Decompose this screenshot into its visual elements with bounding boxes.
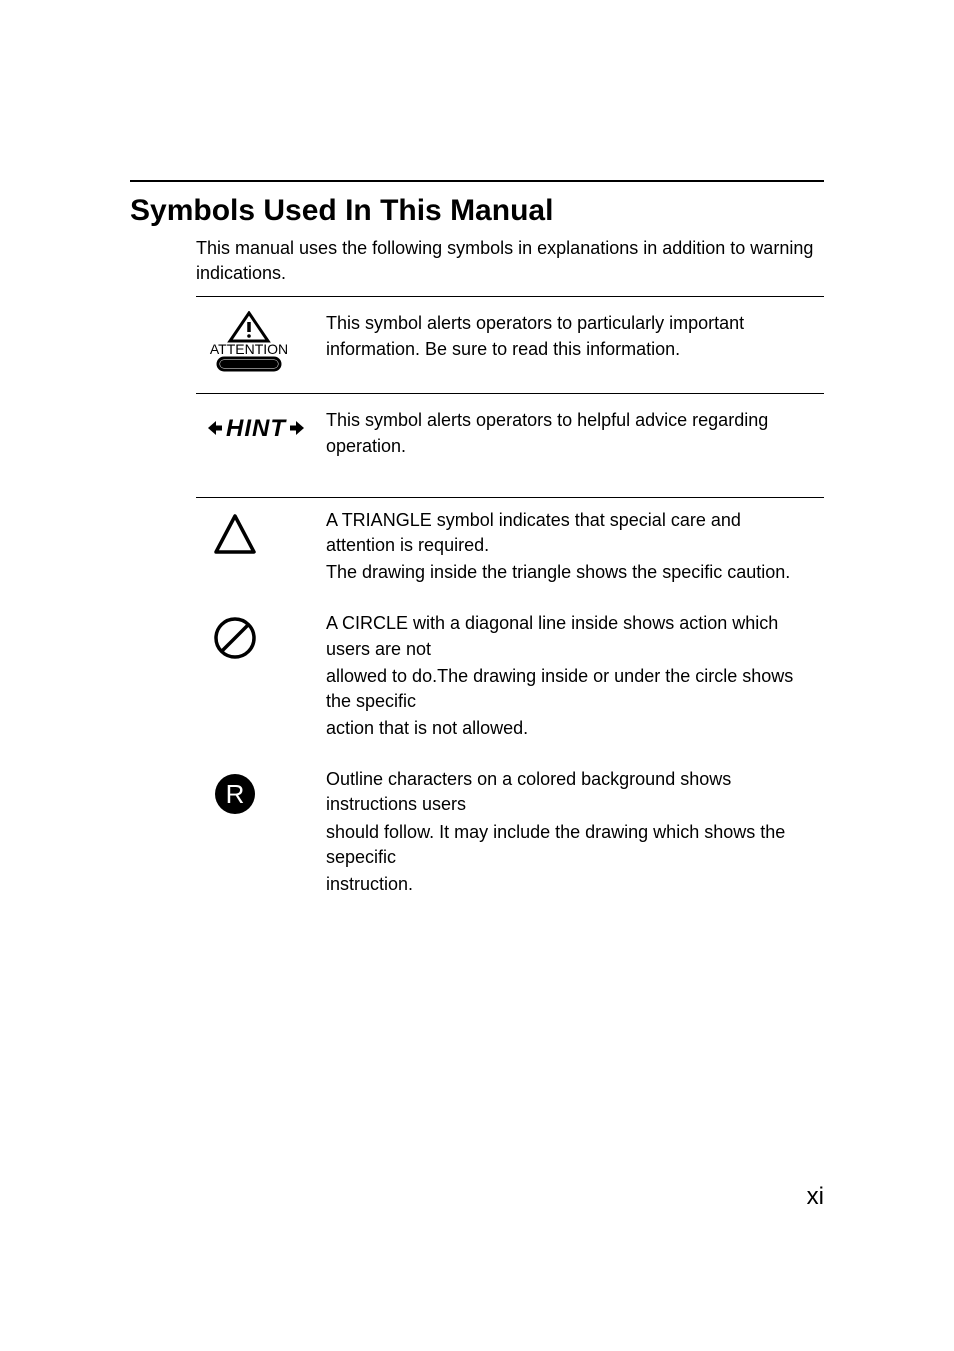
attention-text: This symbol alerts operators to particul…: [326, 311, 824, 375]
intro-paragraph: This manual uses the following symbols i…: [196, 236, 824, 297]
circle-text: A CIRCLE with a diagonal line inside sho…: [326, 611, 824, 743]
page-content: Symbols Used In This Manual This manual …: [130, 180, 824, 913]
page-heading: Symbols Used In This Manual: [130, 180, 824, 228]
hint-section: HINT This symbol alerts operators to hel…: [196, 394, 824, 497]
triangle-icon: [196, 508, 326, 588]
svg-text:ATTENTION: ATTENTION: [210, 341, 288, 357]
attention-icon-col: ATTENTION: [196, 311, 326, 375]
attention-section: ATTENTION This symbol alerts operators t…: [196, 297, 824, 394]
page-number: xi: [807, 1183, 824, 1211]
circle-icon: [196, 611, 326, 743]
svg-text:R: R: [226, 779, 245, 809]
svg-text:HINT: HINT: [226, 415, 287, 442]
circle-row: A CIRCLE with a diagonal line inside sho…: [196, 601, 824, 757]
r-text: Outline characters on a colored backgrou…: [326, 767, 824, 899]
attention-icon: ATTENTION: [206, 311, 292, 375]
hint-icon-col: HINT: [196, 408, 326, 460]
triangle-text: A TRIANGLE symbol indicates that special…: [326, 508, 824, 588]
r-icon: R: [196, 767, 326, 899]
triangle-row: A TRIANGLE symbol indicates that special…: [196, 498, 824, 602]
hint-text: This symbol alerts operators to helpful …: [326, 408, 824, 460]
hint-icon: HINT: [206, 408, 306, 448]
r-row: R Outline characters on a colored backgr…: [196, 757, 824, 913]
